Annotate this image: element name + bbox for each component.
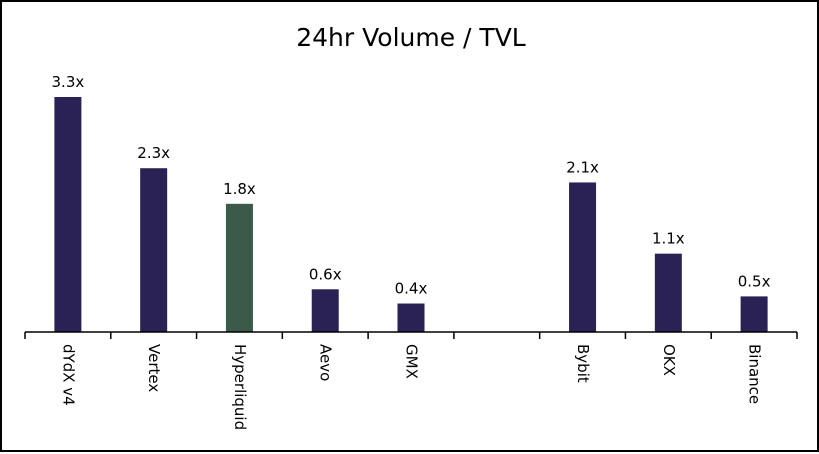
- data-label-hyperliquid: 1.8x: [223, 180, 256, 198]
- bar-dydx-v4: [54, 97, 82, 332]
- data-label-dydx-v4: 3.3x: [52, 73, 85, 91]
- bar-hyperliquid: [225, 203, 253, 332]
- x-tick-label-aevo: Aevo: [317, 344, 335, 381]
- x-tick-label-vertex: Vertex: [145, 344, 163, 392]
- bar-vertex: [140, 168, 168, 332]
- data-label-okx: 1.1x: [652, 230, 685, 248]
- bar-gmx: [397, 303, 425, 332]
- data-labels-layer: 3.3x 2.3x 1.8x 0.6x 0.4x 2.1x 1.1x 0.5x: [52, 73, 771, 298]
- chart-title: 24hr Volume / TVL: [296, 23, 526, 52]
- x-axis-ticks-layer: dYdX v4 Vertex Hyperliquid Aevo GMX Bybit OKX B…: [24, 332, 798, 430]
- x-tick-label-binance: Binance: [746, 344, 764, 404]
- bar-binance: [740, 296, 768, 332]
- x-tick-label-gmx: GMX: [403, 344, 421, 379]
- bar-bybit: [569, 182, 597, 332]
- x-tick-label-okx: OKX: [660, 344, 678, 376]
- data-label-bybit: 2.1x: [566, 158, 599, 176]
- bar-okx: [654, 253, 682, 332]
- data-label-aevo: 0.6x: [309, 265, 342, 283]
- bar-aevo: [311, 289, 339, 332]
- bars-layer: [54, 97, 768, 332]
- data-label-binance: 0.5x: [738, 272, 771, 290]
- data-label-vertex: 2.3x: [137, 144, 170, 162]
- data-label-gmx: 0.4x: [395, 280, 428, 298]
- x-tick-label-dydx-v4: dYdX v4: [59, 344, 77, 406]
- x-tick-label-hyperliquid: Hyperliquid: [231, 344, 249, 430]
- x-tick-label-bybit: Bybit: [574, 344, 592, 383]
